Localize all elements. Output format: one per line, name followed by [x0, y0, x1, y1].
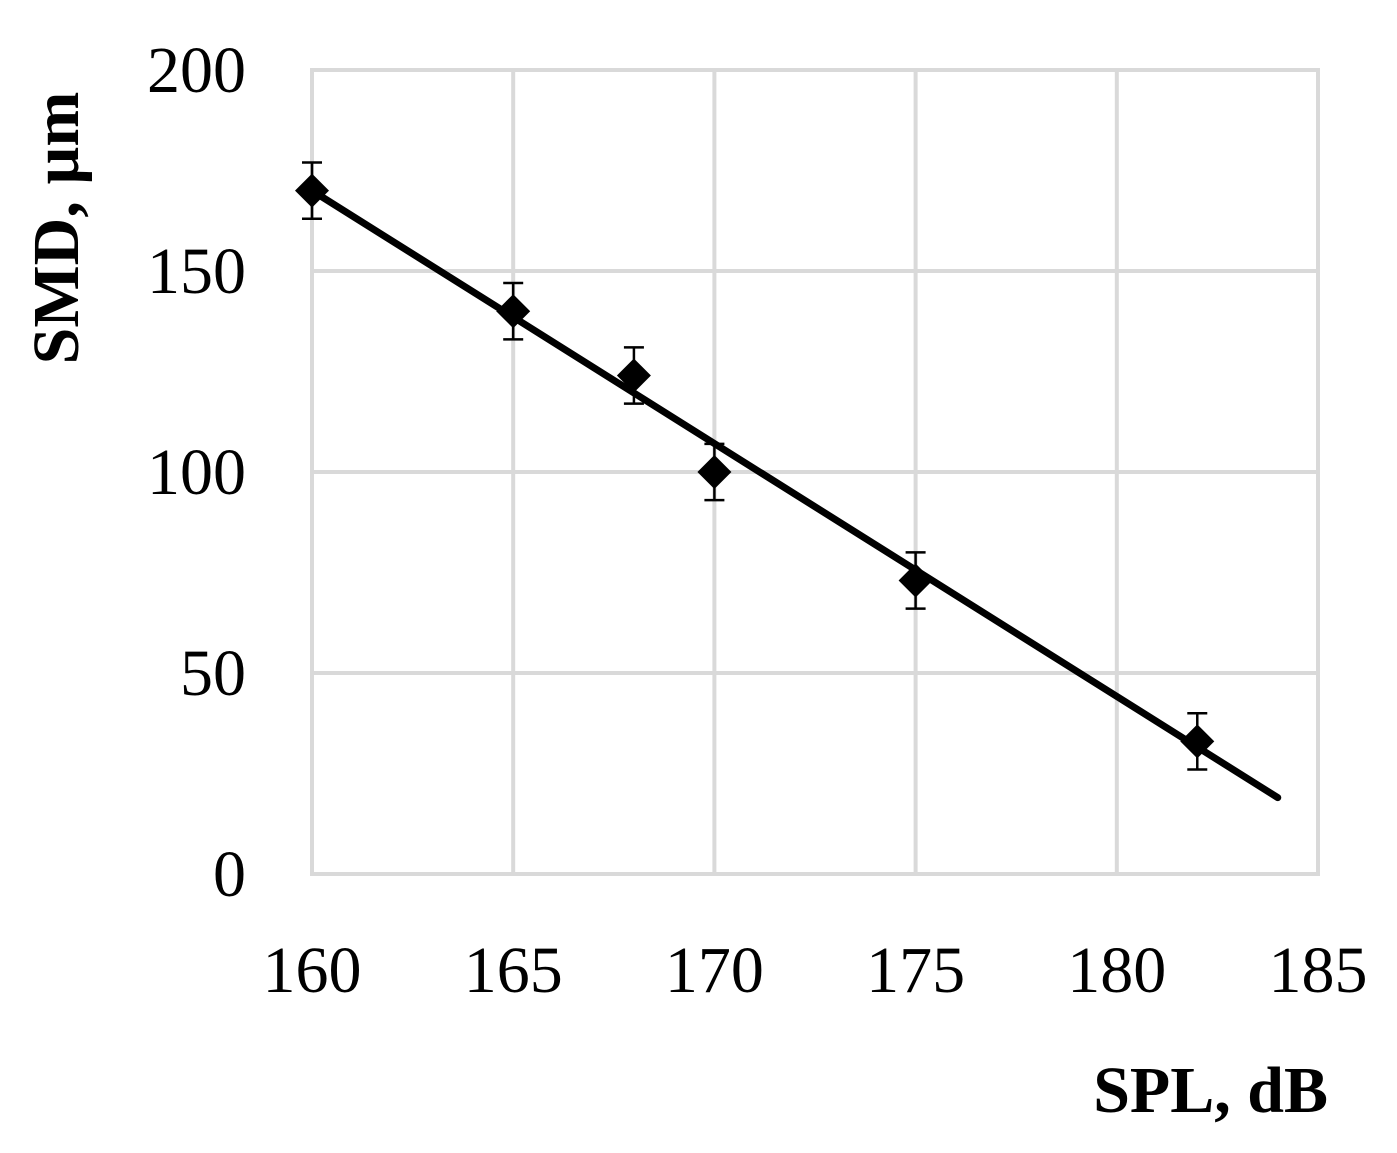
data-point — [496, 281, 531, 341]
data-point — [616, 346, 651, 405]
data-points-layer — [295, 161, 1215, 771]
x-tick-label: 170 — [665, 934, 764, 1007]
y-tick-label: 50 — [180, 637, 246, 710]
diamond-marker — [1180, 724, 1215, 759]
data-point — [1180, 711, 1215, 771]
y-tick-label: 0 — [213, 838, 246, 911]
x-tick-label: 180 — [1067, 934, 1166, 1007]
x-axis-title: SPL, dB — [1093, 1054, 1328, 1127]
data-point — [295, 161, 329, 220]
y-tick-label: 100 — [147, 436, 246, 509]
data-point — [697, 442, 732, 502]
x-tick-label: 185 — [1269, 934, 1368, 1007]
y-axis-title: SMD, µm — [20, 92, 93, 365]
diamond-marker — [295, 173, 329, 208]
plot-area — [310, 68, 1320, 876]
trendline — [308, 187, 1282, 802]
x-tick-label: 175 — [866, 934, 965, 1007]
x-tick-label: 165 — [464, 934, 563, 1007]
diamond-marker — [496, 294, 531, 329]
grid-layer — [310, 68, 1320, 876]
y-tick-label: 150 — [147, 235, 246, 308]
diamond-marker — [697, 455, 732, 489]
x-tick-labels: 160 165 170 175 180 185 — [263, 934, 1368, 1007]
y-tick-labels: 0 50 100 150 200 — [147, 34, 246, 911]
diamond-marker — [898, 563, 933, 598]
x-tick-label: 160 — [263, 934, 362, 1007]
trendline-layer — [308, 187, 1282, 802]
data-point — [898, 551, 933, 610]
y-tick-label: 200 — [147, 34, 246, 107]
diamond-marker — [616, 358, 651, 393]
